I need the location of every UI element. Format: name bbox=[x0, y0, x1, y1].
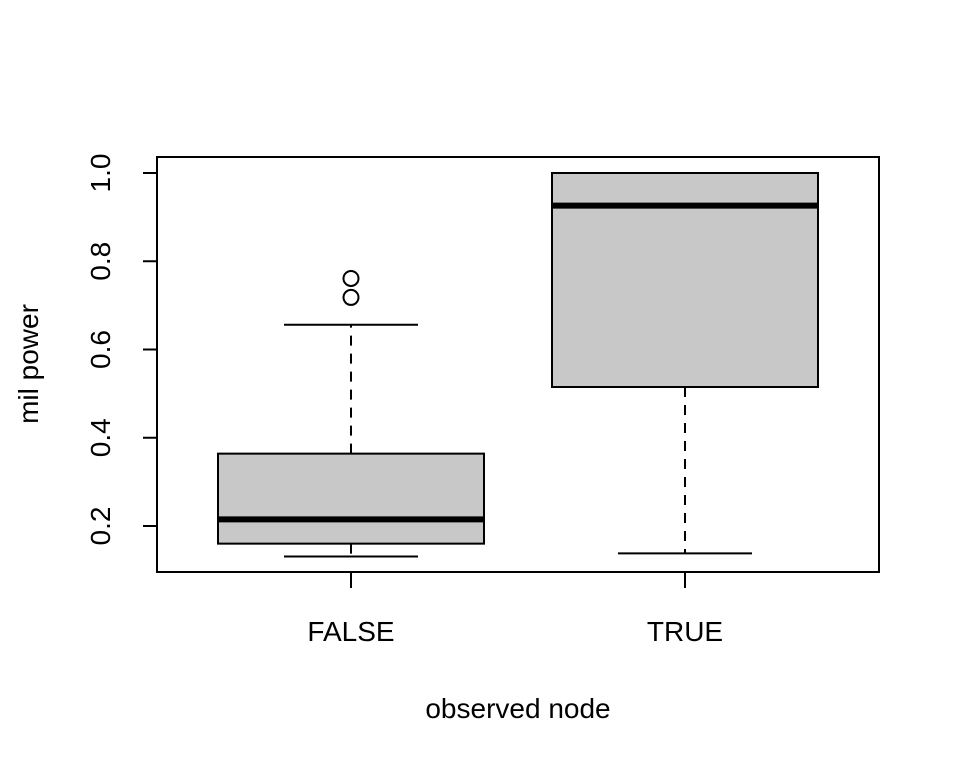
y-tick-label: 0.6 bbox=[85, 330, 116, 369]
y-tick-label: 1.0 bbox=[85, 154, 116, 193]
y-tick-label: 0.8 bbox=[85, 242, 116, 281]
x-axis-label: observed node bbox=[425, 693, 610, 724]
outlier-point bbox=[342, 269, 360, 287]
box-false bbox=[217, 269, 485, 558]
x-axis: FALSE TRUE bbox=[307, 572, 723, 647]
boxes bbox=[217, 172, 819, 558]
y-axis-label: mil power bbox=[13, 304, 44, 424]
outlier-point bbox=[342, 288, 360, 306]
x-tick-label: FALSE bbox=[307, 616, 394, 647]
y-axis: 0.2 0.4 0.6 0.8 1.0 bbox=[85, 154, 158, 546]
y-tick-label: 0.4 bbox=[85, 418, 116, 457]
box-rect bbox=[217, 452, 485, 545]
y-tick-label: 0.2 bbox=[85, 507, 116, 546]
box-rect bbox=[551, 172, 819, 389]
x-tick-label: TRUE bbox=[647, 616, 723, 647]
box-true bbox=[551, 172, 819, 555]
